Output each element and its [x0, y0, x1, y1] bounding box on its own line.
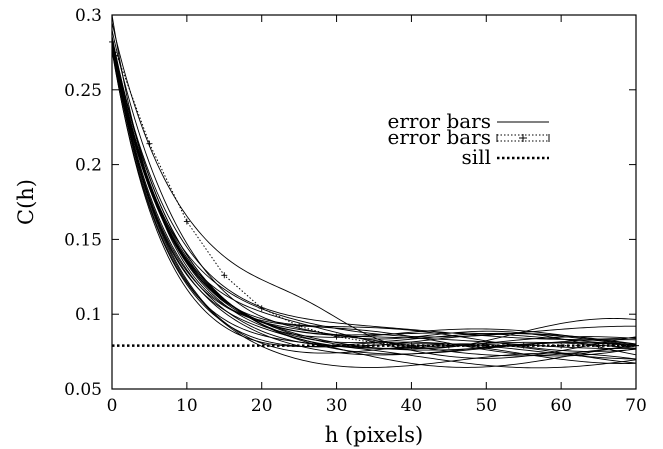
y-tick-label: 0.3 [75, 6, 102, 26]
tick-labels: 0 10 20 30 40 50 60 70 0.05 0.1 0.15 0.2 0.25 0.3 [64, 6, 647, 416]
axis-ticks [111, 14, 637, 390]
series-line [111, 35, 637, 349]
series-line [111, 38, 637, 359]
legend-label: error bars [388, 109, 491, 133]
series-line [111, 44, 637, 369]
series-line [111, 43, 637, 345]
legend-label: sill [462, 145, 491, 169]
plot-lines [109, 14, 639, 369]
legend-errorbar-marker [496, 134, 550, 142]
series-line [111, 44, 637, 357]
series-line [111, 22, 637, 349]
x-tick-label: 50 [475, 396, 497, 416]
error-bar-point [296, 323, 303, 330]
y-tick-label: 0.1 [75, 305, 102, 325]
series-line [111, 43, 637, 347]
legend-label: error bars [388, 125, 491, 149]
series-line [111, 40, 637, 355]
x-tick-label: 40 [401, 396, 423, 416]
y-tick-label: 0.2 [75, 156, 102, 176]
series-line [111, 41, 637, 352]
y-tick-label: 0.05 [64, 380, 102, 400]
error-bar-point [333, 333, 340, 340]
series-line [111, 40, 637, 368]
y-tick-label: 0.25 [64, 81, 102, 101]
series-line [111, 49, 637, 364]
x-tick-label: 20 [251, 396, 273, 416]
x-tick-label: 70 [625, 396, 647, 416]
error-bar-point [258, 305, 265, 312]
series-line [111, 43, 637, 346]
series-line [111, 40, 637, 368]
y-axis-label: C(h) [14, 179, 38, 225]
error-bar-point [221, 272, 228, 279]
x-tick-label: 30 [326, 396, 348, 416]
x-tick-label: 0 [107, 396, 118, 416]
series-line [111, 37, 637, 349]
error-bar-point [183, 218, 190, 225]
mean-curve [111, 41, 636, 347]
series-line [111, 37, 637, 347]
x-tick-label: 60 [550, 396, 572, 416]
series-line [111, 50, 637, 360]
error-bar-point [146, 140, 153, 147]
x-axis-label: h (pixels) [325, 423, 424, 447]
series-line [111, 29, 637, 356]
series-line [111, 14, 637, 357]
y-tick-label: 0.15 [64, 230, 102, 250]
series-line [111, 46, 637, 356]
series-line [111, 46, 636, 338]
series-line [111, 47, 637, 350]
series-line [111, 47, 637, 364]
plot-frame [111, 14, 637, 390]
series-line [111, 41, 637, 351]
x-tick-label: 10 [176, 396, 198, 416]
